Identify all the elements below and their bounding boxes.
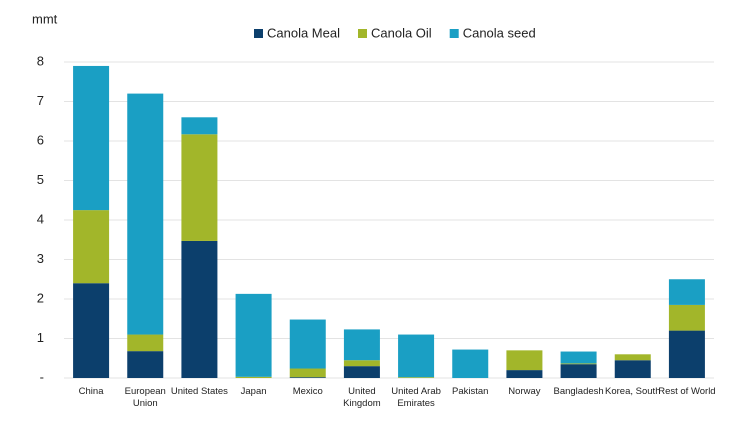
bar-segment bbox=[289, 319, 326, 369]
legend-label: Canola seed bbox=[463, 25, 536, 40]
x-tick-label: United States bbox=[170, 386, 228, 397]
bar-segment bbox=[668, 279, 705, 305]
bar-segment bbox=[127, 351, 164, 378]
y-axis-label: mmt bbox=[32, 11, 58, 26]
bar-segment bbox=[560, 364, 597, 378]
x-tick-label: Bangladesh bbox=[553, 386, 604, 397]
bar-segment bbox=[614, 354, 651, 361]
bar-segment bbox=[235, 293, 272, 377]
y-tick-label: 4 bbox=[37, 211, 44, 226]
legend-label: Canola Meal bbox=[267, 25, 340, 40]
x-tick-label: United Arab Emirates bbox=[391, 386, 441, 409]
bar-segment bbox=[127, 93, 164, 335]
bar-segment bbox=[560, 351, 597, 364]
bar-segment bbox=[181, 117, 218, 135]
bar-segment bbox=[181, 240, 218, 378]
x-tick-label: Pakistan bbox=[452, 386, 489, 397]
bar-segment bbox=[452, 349, 489, 378]
bar-segment bbox=[560, 363, 597, 365]
bar-segment bbox=[398, 334, 435, 378]
x-tick-label: Norway bbox=[508, 386, 541, 397]
x-tick-label: European Union bbox=[124, 386, 166, 409]
bar-segment bbox=[506, 350, 543, 371]
bar-segment bbox=[343, 360, 380, 367]
y-tick-label: 7 bbox=[37, 93, 44, 108]
bar-segment bbox=[127, 334, 164, 352]
bar-segment bbox=[289, 377, 326, 378]
bar-segment bbox=[73, 283, 110, 378]
bar-segment bbox=[235, 376, 272, 378]
x-tick-label: United Kingdom bbox=[343, 386, 381, 409]
x-tick-label: Mexico bbox=[292, 386, 323, 397]
bar-segment bbox=[181, 134, 218, 241]
bar-segment bbox=[343, 329, 380, 361]
bar-segment bbox=[506, 370, 543, 378]
y-tick-label: 8 bbox=[37, 53, 44, 68]
bar-segment bbox=[343, 366, 380, 378]
y-tick-label: 1 bbox=[37, 330, 44, 345]
x-tick-label: Japan bbox=[240, 386, 267, 397]
y-tick-label: - bbox=[40, 369, 44, 384]
x-tick-label: Korea, South bbox=[605, 386, 661, 397]
legend-swatch bbox=[254, 29, 263, 38]
legend-swatch bbox=[358, 29, 367, 38]
bar-segment bbox=[668, 304, 705, 331]
y-tick-label: 3 bbox=[37, 251, 44, 266]
x-tick-label: Rest of World bbox=[658, 386, 716, 397]
legend-swatch bbox=[449, 29, 459, 38]
bar-segment bbox=[289, 368, 326, 378]
y-tick-label: 6 bbox=[37, 132, 44, 147]
bar-segment bbox=[668, 330, 705, 378]
legend-label: Canola Oil bbox=[371, 25, 432, 40]
bar-segment bbox=[398, 377, 435, 378]
y-tick-label: 2 bbox=[37, 290, 44, 305]
bar-segment bbox=[73, 210, 110, 284]
bar-segment bbox=[614, 360, 651, 378]
x-tick-label: China bbox=[78, 386, 104, 397]
y-tick-label: 5 bbox=[37, 172, 44, 187]
bar-segment bbox=[73, 65, 110, 211]
